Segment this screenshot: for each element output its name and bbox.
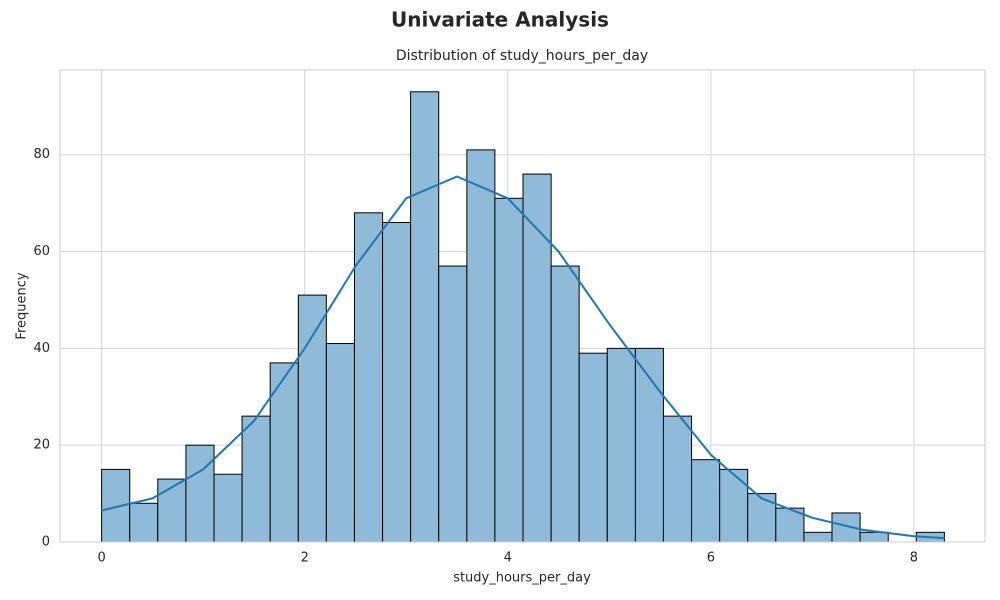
bar [382, 221, 412, 543]
bar [747, 493, 777, 543]
suptitle: Univariate Analysis [391, 8, 609, 32]
chart-title: Distribution of study_hours_per_day [396, 48, 648, 64]
x-tick-label: 6 [707, 551, 715, 566]
bar [634, 347, 664, 543]
y-tick-label: 20 [33, 438, 50, 453]
bar [410, 91, 440, 543]
kde-line [101, 175, 945, 540]
bar [213, 473, 243, 543]
x-tick-label: 2 [301, 551, 309, 566]
bar [157, 478, 187, 543]
y-tick-label: 40 [33, 341, 50, 356]
y-tick-label: 60 [33, 244, 50, 259]
bar [859, 531, 889, 543]
x-tick-label: 8 [910, 551, 918, 566]
bar [438, 265, 468, 543]
bar [353, 212, 384, 543]
y-tick-label: 80 [33, 147, 50, 162]
x-axis-label: study_hours_per_day [453, 571, 591, 586]
bar [241, 415, 271, 543]
bar [662, 415, 693, 543]
x-tick-label: 4 [504, 551, 512, 566]
bar [185, 444, 215, 543]
bar [494, 197, 524, 543]
bar [297, 294, 327, 543]
bar [550, 265, 580, 543]
bar [269, 362, 299, 543]
bar [719, 468, 749, 543]
bar [691, 459, 721, 543]
y-tick-label: 0 [42, 535, 50, 550]
bar [466, 149, 496, 543]
bar [606, 347, 636, 543]
plot-frame [59, 69, 986, 543]
bar [831, 512, 861, 543]
y-axis-label: Frequency [15, 272, 30, 339]
x-tick-label: 0 [97, 551, 105, 566]
bar [129, 502, 159, 543]
bar [803, 531, 833, 543]
bar [578, 352, 608, 543]
bar [325, 343, 355, 543]
